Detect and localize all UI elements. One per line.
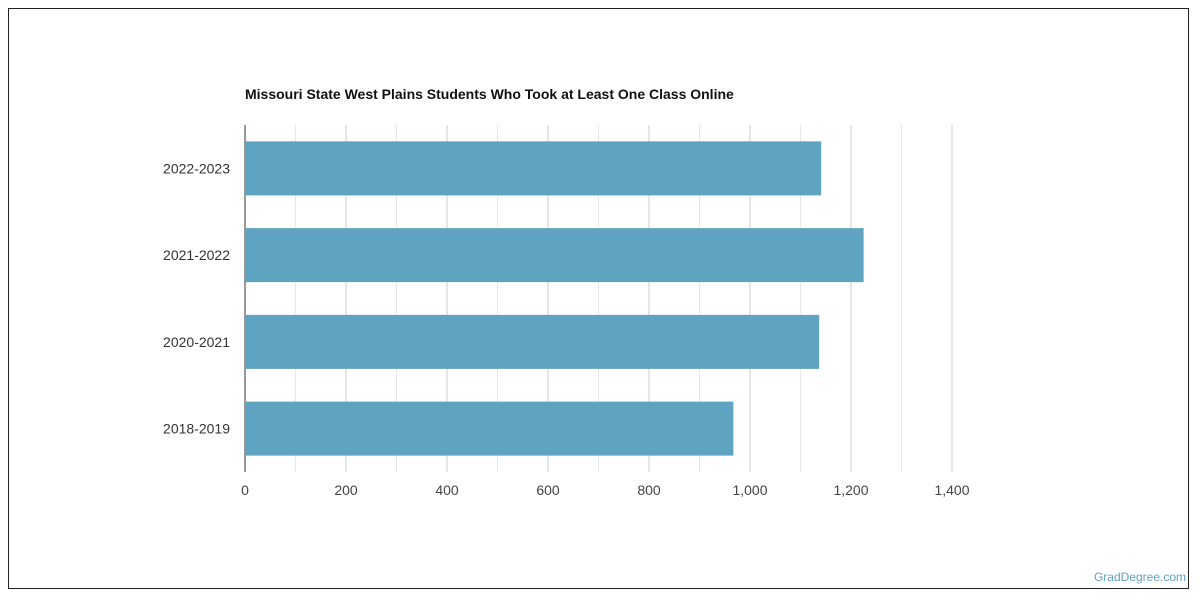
bar <box>245 228 864 283</box>
bar <box>245 141 822 196</box>
chart-frame <box>8 8 1189 589</box>
x-tick-label: 400 <box>435 482 459 498</box>
bar <box>245 401 734 456</box>
x-tick-label: 0 <box>241 482 249 498</box>
y-category-label: 2021-2022 <box>163 247 230 263</box>
x-tick-label: 200 <box>334 482 358 498</box>
x-tick-label: 800 <box>637 482 661 498</box>
y-category-label: 2022-2023 <box>163 160 230 176</box>
x-tick-label: 1,000 <box>732 482 767 498</box>
credit-link[interactable]: GradDegree.com <box>1093 570 1186 584</box>
y-category-label: 2020-2021 <box>163 334 230 350</box>
bar <box>245 314 820 369</box>
y-category-label: 2018-2019 <box>163 421 230 437</box>
x-tick-label: 1,200 <box>833 482 868 498</box>
chart-title: Missouri State West Plains Students Who … <box>245 86 734 102</box>
x-tick-label: 1,400 <box>934 482 969 498</box>
x-tick-label: 600 <box>536 482 560 498</box>
